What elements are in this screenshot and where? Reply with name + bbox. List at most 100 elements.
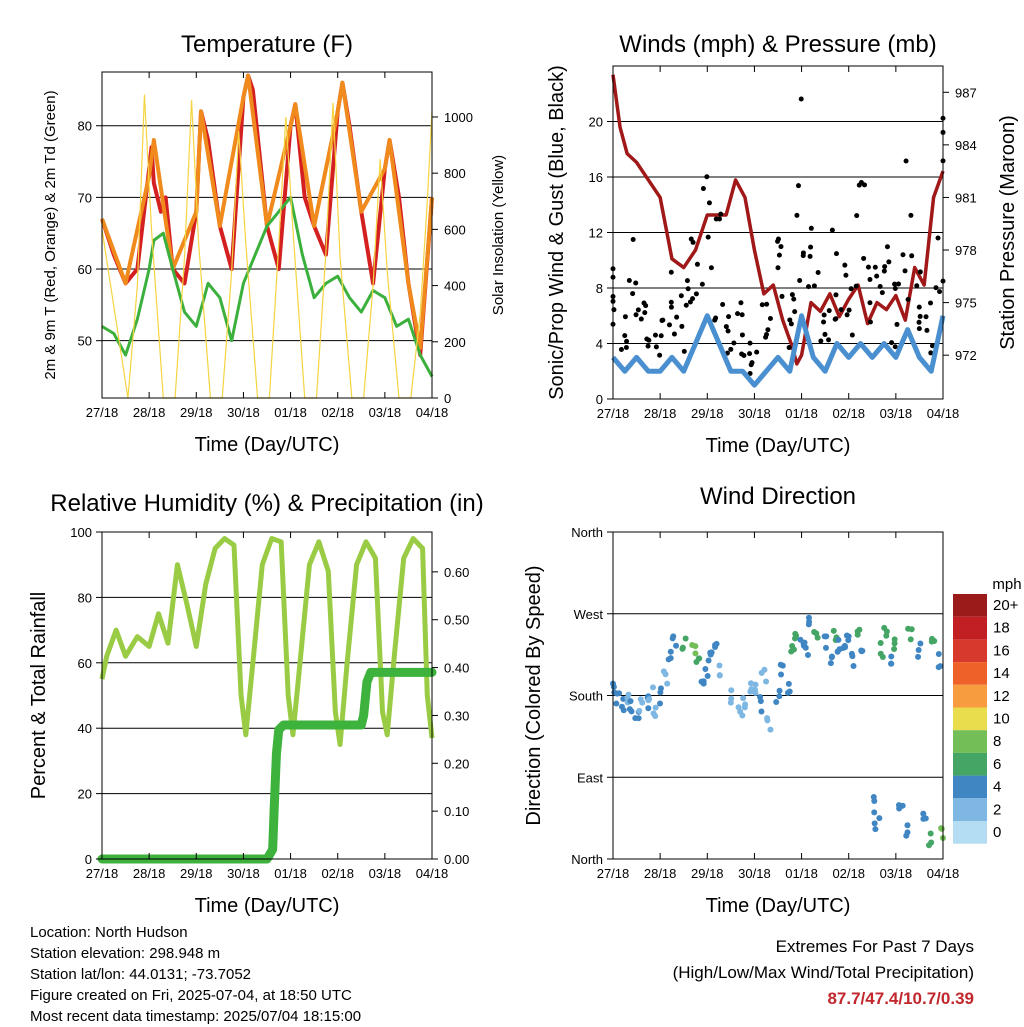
x-tick-label: 03/18 [369,866,402,881]
legend-label: 0 [993,824,1001,841]
direction-point [752,681,759,688]
gust-point [903,158,909,164]
y-tick-label-right: 400 [444,279,466,294]
direction-point [763,678,770,685]
gust-point [764,332,770,338]
gust-point [788,321,794,327]
gust-point [917,313,923,319]
direction-point [845,637,852,644]
y-tick-label: 50 [78,334,92,349]
plot-frame [101,531,433,860]
direction-point [876,815,883,822]
direction-point [915,647,922,654]
gust-point [618,346,624,352]
gust-point [671,331,677,337]
y-tick-label: 80 [78,119,92,134]
gust-point [706,200,712,206]
gust-point [874,273,880,279]
gust-point [716,216,722,222]
y-tick-label: 60 [78,656,92,671]
direction-point [670,633,677,640]
gust-point [657,352,663,358]
y-axis-label: Direction (Colored By Speed) [523,565,545,825]
y-axis-label-right: Station Pressure (Maroon) [997,115,1019,350]
x-tick-label: 30/18 [227,866,260,881]
direction-point [806,618,813,625]
chart-panel-4: Wind Direction 27/18 28/18 29/18 30/18 01/18 0… [523,483,1022,917]
x-tick-label: 01/18 [274,866,307,881]
y-tick-label-right: 800 [444,166,466,181]
x-tick-label: 30/18 [738,866,771,881]
gust-point [867,276,873,282]
gust-point [775,236,781,242]
direction-point [827,660,834,667]
direction-point [849,653,856,660]
direction-point [927,830,934,837]
x-tick-label: 29/18 [691,866,724,881]
x-tick-label: 03/18 [880,406,913,421]
direction-point [705,657,712,664]
gust-point [821,319,827,325]
gust-point [892,281,898,287]
direction-point [802,644,809,651]
gust-point [842,262,848,268]
gust-point [622,314,628,320]
direction-point [664,680,671,687]
gust-point [854,213,860,219]
gust-point [694,261,700,267]
gust-point [723,324,729,330]
x-axis-label: Time (Day/UTC) [706,435,851,457]
direction-point [830,627,837,634]
gust-point [846,307,852,313]
direction-point [814,634,821,641]
gust-point [735,311,741,317]
x-tick-label: 27/18 [597,406,630,421]
direction-point [645,697,652,704]
legend-title: mph [992,576,1021,593]
y-axis-label: 2m & 9m T (Red, Orange) & 2m Td (Green) [42,90,59,379]
gust-point [705,234,711,240]
direction-point [920,815,927,822]
gust-point [630,236,636,242]
chart-title: Wind Direction [700,483,856,510]
x-tick-label: 28/18 [644,866,677,881]
gust-point [681,348,687,354]
direction-point [811,629,818,636]
gust-point [776,252,782,258]
legend-swatch [953,639,987,663]
chart-panel-2: Winds (mph) & Pressure (mb) 27/18 28/18 29/… [546,31,1019,457]
gust-point [892,285,898,291]
gust-point [916,304,922,310]
direction-point [704,672,711,679]
x-tick-label: 28/18 [133,405,166,420]
direction-point [789,643,796,650]
x-tick-label: 04/18 [416,405,449,420]
legend-swatch [953,730,987,753]
direction-point [652,704,659,711]
chart-title: Temperature (F) [181,31,353,58]
legend-swatch [953,775,987,799]
series-line [611,74,945,366]
direction-point [645,705,652,712]
y-tick-label: 80 [78,590,92,605]
gust-point [687,299,693,305]
plot-area [100,73,434,399]
direction-point [801,639,808,646]
x-tick-label: 28/18 [133,866,166,881]
direction-point [649,684,656,691]
gust-point [652,332,658,338]
direction-point [908,626,915,633]
y-tick-label: North [571,852,603,867]
gust-point [843,272,849,278]
x-tick-label: 27/18 [597,866,630,881]
y-tick-label-right: 0.40 [444,661,469,676]
gust-point [826,308,832,314]
direction-point [758,708,765,715]
direction-point [778,671,785,678]
gust-point [764,301,770,307]
direction-point [877,650,884,657]
y-tick-label-right: 0.00 [444,852,469,867]
direction-point [872,826,879,833]
gust-point [786,345,792,351]
gust-point [791,296,797,302]
